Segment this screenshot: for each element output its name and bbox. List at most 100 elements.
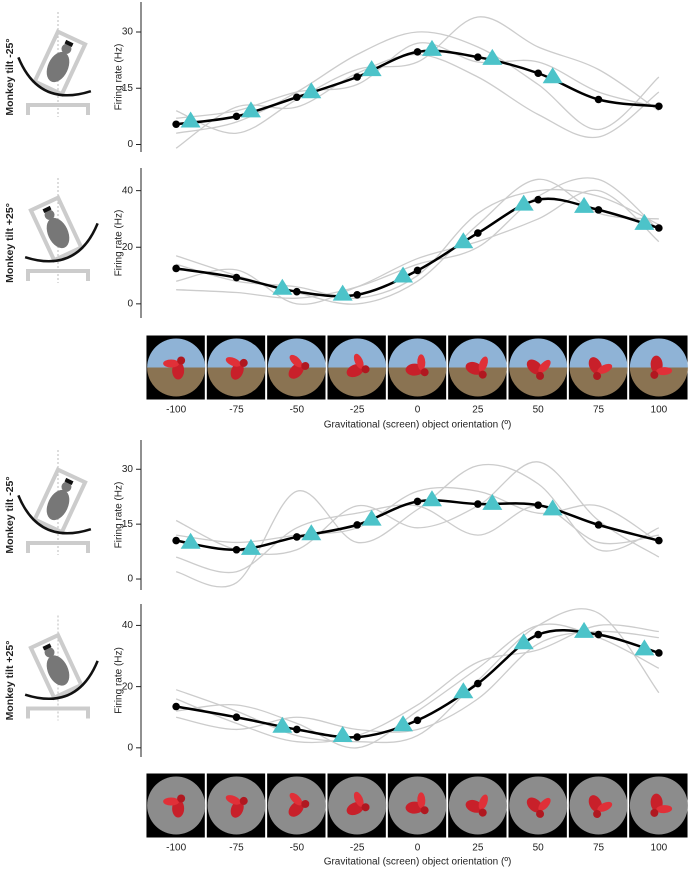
trial-curve [175, 16, 660, 134]
stimulus-image [145, 334, 206, 401]
object [163, 794, 186, 818]
mean-point [655, 536, 663, 545]
stimulus-image [205, 334, 267, 401]
stimulus-image [386, 334, 448, 401]
object-part [478, 370, 487, 379]
mean-point [655, 649, 663, 657]
object-part [538, 359, 551, 373]
object-part [301, 361, 310, 370]
stimulus-image [145, 772, 206, 839]
object-part [177, 794, 186, 803]
triangle-marker [634, 213, 655, 230]
tilted-chair [24, 195, 99, 263]
mean-point [474, 229, 482, 237]
ground [448, 367, 507, 397]
ground [569, 367, 628, 397]
stand [26, 541, 90, 553]
object-part [593, 809, 602, 818]
triangle-marker [542, 67, 563, 84]
stimulus-image [447, 334, 508, 401]
x-tick-label: -25 [350, 843, 365, 854]
side-label: Monkey tilt -25° [4, 476, 16, 553]
monkey-icon [17, 450, 92, 555]
object [346, 791, 370, 816]
stand [26, 706, 90, 719]
trial-curve [175, 53, 660, 149]
trial-curve [175, 608, 660, 744]
object-part [361, 803, 370, 812]
object [225, 357, 248, 380]
sky [207, 338, 266, 368]
monkey-body [46, 51, 70, 83]
mean-point [594, 206, 603, 214]
mean-point [534, 630, 542, 639]
stimulus-image [567, 772, 629, 839]
triangle-marker [240, 101, 261, 118]
monkey-head [61, 43, 72, 54]
triangle-marker [421, 490, 442, 507]
object-part [225, 357, 241, 367]
ground [509, 367, 568, 397]
x-tick-label: -75 [229, 405, 244, 416]
sky [569, 338, 628, 368]
object-part [656, 367, 673, 376]
trial-curve [176, 42, 660, 119]
object [526, 359, 551, 380]
stimulus-image [507, 334, 568, 401]
headset [64, 477, 74, 485]
ground [629, 367, 688, 397]
y-axis-label: Firing rate (Hz) [114, 210, 125, 277]
triangle-marker [574, 196, 595, 213]
mean-point [655, 102, 663, 111]
object-part [656, 805, 673, 814]
stimulus-image [447, 772, 508, 839]
object-part [478, 808, 487, 817]
monkey-icon [24, 615, 99, 721]
x-tick-label: -100 [166, 843, 186, 854]
triangle-marker [180, 111, 201, 128]
monkey-body [46, 655, 70, 686]
stimulus-image [326, 334, 387, 401]
object-part [478, 794, 488, 810]
mean-point [293, 533, 301, 541]
object-part [650, 808, 659, 817]
object-part [417, 792, 426, 809]
object [650, 355, 673, 379]
object-part [420, 368, 429, 377]
x-tick-label: -75 [229, 843, 244, 854]
ground [147, 367, 206, 397]
x-axis-label: Gravitational (screen) object orientatio… [324, 420, 512, 431]
trial-curve [176, 31, 660, 134]
object-part [536, 809, 545, 818]
stimulus-image [628, 772, 689, 839]
mean-point [474, 679, 482, 688]
object [650, 793, 673, 817]
triangle-marker [453, 232, 474, 249]
triangle-marker [301, 524, 322, 541]
y-tick-label: 30 [122, 27, 134, 38]
x-tick-label: 75 [593, 405, 605, 416]
stimulus-image [266, 334, 327, 401]
mean-point [474, 53, 482, 61]
mean-point [232, 273, 241, 282]
object-part [536, 371, 545, 380]
ground [267, 367, 326, 397]
stimulus-image [567, 334, 629, 401]
mean-point [413, 716, 422, 725]
object [288, 354, 310, 379]
object-part [417, 354, 426, 371]
object-part [420, 806, 429, 815]
sky [448, 338, 507, 368]
object-part [465, 361, 484, 375]
trial-curve [176, 486, 660, 544]
triangle-marker [301, 82, 322, 99]
triangle-marker [240, 538, 261, 555]
ground [388, 367, 447, 397]
object-part [301, 799, 310, 808]
mean-point [655, 224, 663, 232]
side-label: Monkey tilt +25° [4, 641, 16, 721]
x-tick-label: 75 [593, 843, 605, 854]
x-tick-label: 25 [472, 843, 484, 854]
x-tick-label: 50 [533, 843, 545, 854]
